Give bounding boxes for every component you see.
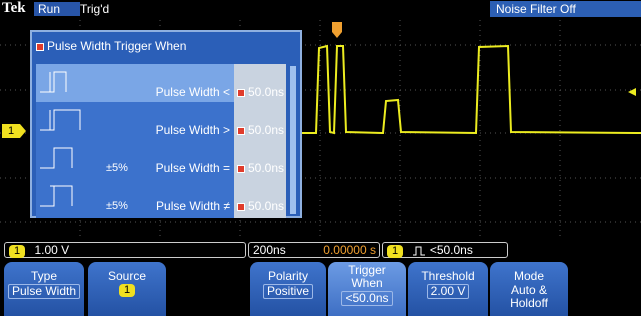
softkey-value: Pulse Width <box>8 284 80 299</box>
softkey-value: Positive <box>263 284 313 299</box>
condition-icon <box>36 64 116 104</box>
menu-title: Pulse Width Trigger When <box>47 39 186 53</box>
noise-filter: Noise Filter Off <box>490 1 641 17</box>
menu-title-row: Pulse Width Trigger When <box>36 38 186 54</box>
menu-option[interactable]: Pulse Width > 50.0ns <box>36 102 286 142</box>
oscilloscope-screen: Tek Run Trig'd Noise Filter Off 1 Pulse … <box>0 0 641 316</box>
scrollbar[interactable] <box>290 66 296 214</box>
trigger-source: 1 <box>387 245 403 258</box>
option-value: 50.0ns <box>248 85 284 99</box>
menu-option[interactable]: ±5% Pulse Width ≠ 50.0ns <box>36 178 286 218</box>
timebase: 200ns <box>253 243 286 257</box>
option-value-wrap: 50.0ns <box>237 198 284 214</box>
tolerance: ±5% <box>106 198 128 214</box>
horizontal-position: 0.00000 s <box>323 243 376 257</box>
run-state: Run <box>34 2 80 16</box>
softkey-label: Threshold <box>408 270 488 283</box>
condition-icon <box>36 140 116 180</box>
option-value: 50.0ns <box>248 199 284 213</box>
condition-icon-path <box>40 110 80 130</box>
softkey-value: 2.00 V <box>427 284 470 299</box>
channel-badge: 1 <box>9 245 25 258</box>
value-marker <box>237 165 245 173</box>
option-label: Pulse Width ≠ <box>156 198 230 214</box>
menu-option[interactable]: ±5% Pulse Width = 50.0ns <box>36 140 286 180</box>
menu-option[interactable]: Pulse Width < 50.0ns <box>36 64 286 104</box>
softkey-value: <50.0ns <box>341 291 392 306</box>
timebase-readout: 200ns 0.00000 s <box>248 242 380 258</box>
channel-readout: 1 1.00 V <box>4 242 246 258</box>
condition-icon-path <box>40 72 66 92</box>
softkey-label: Polarity <box>250 270 326 283</box>
softkey-label: Type <box>4 270 84 283</box>
option-value-wrap: 50.0ns <box>237 122 284 138</box>
option-value: 50.0ns <box>248 161 284 175</box>
tolerance: ±5% <box>106 160 128 176</box>
channel-scale: 1.00 V <box>34 243 69 257</box>
softkey-label: Source <box>88 270 166 283</box>
value-marker <box>237 127 245 135</box>
softkey-value: 1 <box>119 284 135 297</box>
trigger-condition: <50.0ns <box>430 243 473 257</box>
value-marker <box>237 203 245 211</box>
condition-icon <box>36 178 116 218</box>
option-label: Pulse Width < <box>156 84 230 100</box>
menu-icon <box>36 43 44 51</box>
pulse-icon <box>412 246 426 256</box>
trigger-readout: 1 <50.0ns <box>382 242 508 258</box>
softkey-label: Mode <box>490 270 568 283</box>
option-value-wrap: 50.0ns <box>237 84 284 100</box>
option-label: Pulse Width = <box>156 160 230 176</box>
trigger-menu: Pulse Width Trigger When Pulse Width < 50… <box>30 30 302 218</box>
softkey-value: Auto & Holdoff <box>498 284 560 310</box>
condition-icon-path <box>40 186 72 206</box>
condition-icon-path <box>40 148 72 168</box>
option-value: 50.0ns <box>248 123 284 137</box>
option-label: Pulse Width > <box>156 122 230 138</box>
value-marker <box>237 89 245 97</box>
condition-icon <box>36 102 116 142</box>
logo: Tek <box>2 0 26 17</box>
option-value-wrap: 50.0ns <box>237 160 284 176</box>
channel-marker: 1 <box>8 124 14 138</box>
softkey[interactable]: Trigger When<50.0ns <box>328 262 406 316</box>
trigger-state: Trig'd <box>80 2 109 16</box>
softkey-label: Trigger When <box>342 264 392 290</box>
